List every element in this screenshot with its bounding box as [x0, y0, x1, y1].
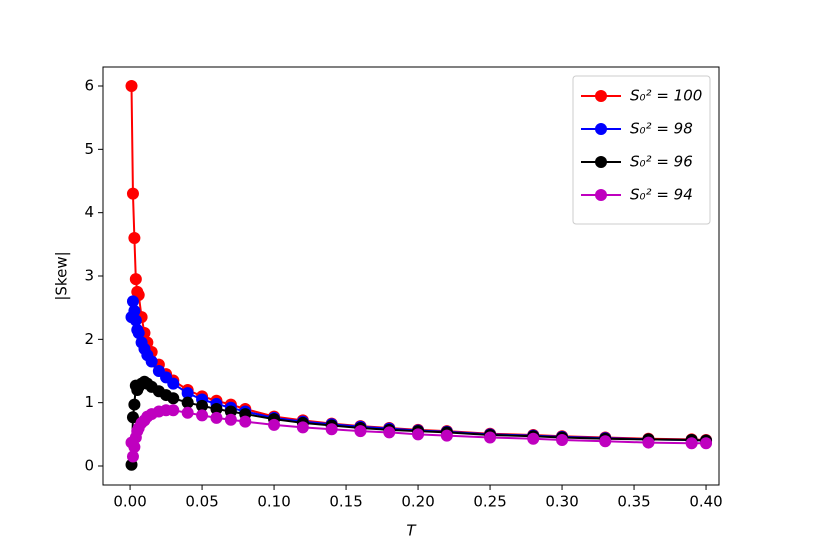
- legend-marker: [595, 123, 607, 135]
- x-axis-label: T: [406, 522, 417, 540]
- data-point: [145, 355, 158, 368]
- data-point: [129, 273, 142, 286]
- x-tick-label: 0.30: [545, 493, 578, 511]
- data-point: [181, 387, 194, 400]
- x-tick-label: 0.00: [113, 493, 146, 511]
- y-tick-label: 1: [84, 393, 94, 411]
- data-point: [126, 411, 139, 424]
- y-tick-label: 3: [84, 267, 94, 285]
- legend-label: S₀² = 94: [630, 186, 693, 204]
- data-point: [125, 80, 138, 92]
- x-tick-label: 0.10: [257, 493, 290, 511]
- data-point: [527, 432, 540, 445]
- legend-box: [572, 75, 711, 225]
- data-point: [700, 437, 713, 450]
- data-point: [196, 399, 209, 412]
- x-tick-label: 0.20: [401, 493, 434, 511]
- data-point: [268, 418, 281, 431]
- legend-label: S₀² = 98: [630, 120, 693, 138]
- legend-marker: [595, 90, 607, 102]
- data-point: [599, 435, 612, 448]
- y-tick-label: 4: [84, 203, 94, 221]
- y-tick-label: 5: [84, 140, 94, 158]
- data-point: [128, 441, 141, 453]
- data-point: [325, 423, 338, 436]
- x-tick-label: 0.40: [689, 493, 722, 511]
- data-point: [642, 436, 655, 449]
- data-point: [484, 431, 497, 444]
- data-point: [685, 437, 698, 450]
- x-tick-label: 0.25: [473, 493, 506, 511]
- data-point: [196, 409, 209, 422]
- data-point: [556, 434, 569, 447]
- data-point: [126, 187, 139, 200]
- y-axis-label: |Skew|: [53, 251, 71, 300]
- x-tick-label: 0.05: [185, 493, 218, 511]
- data-point: [412, 428, 425, 441]
- data-point: [210, 403, 223, 415]
- data-point: [224, 413, 237, 426]
- legend-marker: [595, 156, 607, 168]
- y-tick-label: 0: [84, 457, 94, 475]
- y-tick-label: 2: [84, 330, 94, 348]
- data-point: [181, 406, 194, 419]
- legend: S₀² = 100 S₀² = 98 S₀² = 96 S₀² = 94: [572, 75, 711, 225]
- data-point: [167, 377, 180, 390]
- data-point: [167, 404, 180, 417]
- data-point: [129, 314, 142, 327]
- data-point: [354, 425, 367, 438]
- data-point: [210, 411, 223, 424]
- data-point: [126, 295, 139, 308]
- x-tick-label: 0.15: [329, 493, 362, 511]
- data-point: [383, 426, 396, 439]
- data-point: [224, 405, 237, 418]
- y-tick-label: 6: [84, 77, 94, 95]
- data-point: [132, 327, 145, 339]
- data-point: [239, 415, 252, 428]
- data-point: [440, 429, 453, 442]
- data-point: [128, 398, 141, 411]
- legend-label: S₀² = 100: [630, 87, 702, 105]
- data-point: [128, 304, 141, 317]
- data-point: [296, 421, 309, 434]
- data-point: [128, 232, 141, 244]
- legend-marker: [595, 189, 607, 201]
- x-tick-label: 0.35: [617, 493, 650, 511]
- plot-frame: [102, 66, 720, 486]
- data-point: [126, 450, 139, 463]
- data-point: [167, 392, 180, 405]
- data-point: [181, 396, 194, 409]
- legend-label: S₀² = 96: [630, 153, 693, 171]
